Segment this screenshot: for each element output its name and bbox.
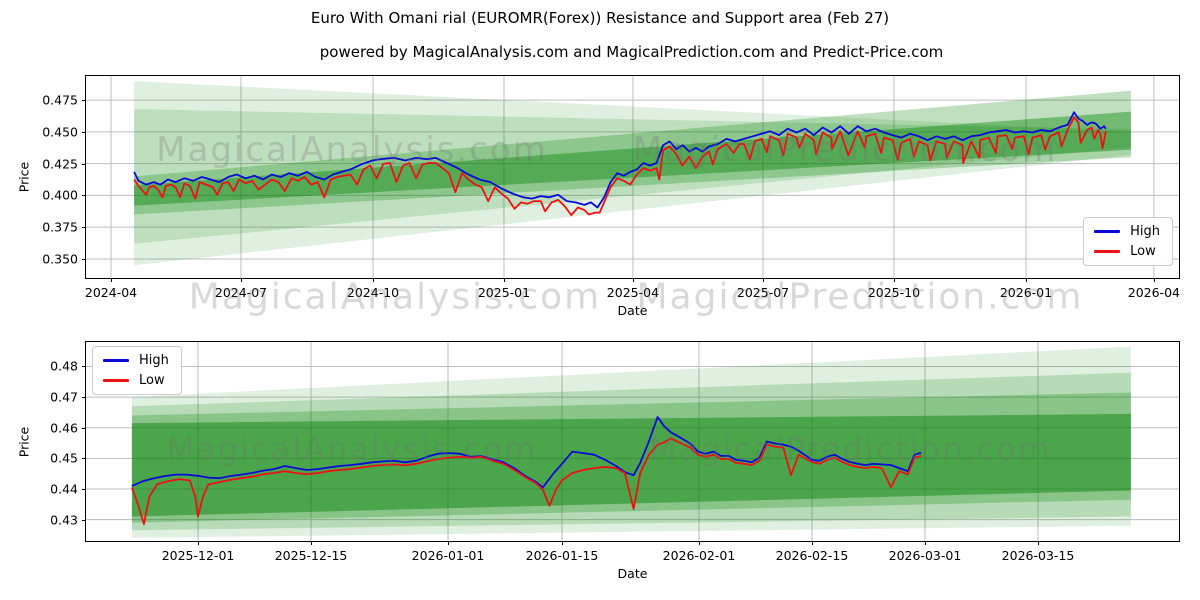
support-resistance-band [134, 111, 1131, 206]
y-tick-label: 0.46 [50, 420, 78, 436]
support-resistance-band [131, 346, 1131, 538]
top-legend: High Low [1083, 217, 1173, 266]
support-resistance-band [131, 372, 1131, 531]
legend-label-high: High [1130, 224, 1160, 239]
y-tick-mark [82, 488, 86, 490]
x-tick-mark [811, 541, 813, 545]
x-tick-mark [1025, 278, 1027, 282]
chart-title: Euro With Omani rial (EUROMR(Forex)) Res… [310, 9, 890, 27]
x-tick-mark [1038, 541, 1039, 545]
bottom-y-axis-label: Price [16, 426, 32, 457]
y-tick-label: 0.47 [50, 389, 78, 405]
support-resistance-band [134, 109, 1131, 244]
price-line-low [131, 437, 922, 526]
high-line-swatch [103, 359, 129, 362]
x-tick-label: 2026-01-15 [525, 548, 599, 563]
x-tick-mark [373, 278, 375, 282]
y-tick-mark [82, 163, 86, 165]
x-tick-label: 2024-04 [84, 285, 138, 300]
x-tick-label: 2025-12-15 [274, 548, 348, 563]
x-tick-mark [562, 541, 563, 545]
legend-label-high: High [139, 353, 169, 368]
x-tick-mark [448, 541, 449, 545]
bottom-legend: High Low [92, 346, 182, 395]
price-line-high [131, 416, 922, 489]
support-resistance-band [131, 392, 1131, 523]
top-chart-plot-area: Price Date High Low 2024-04 2024-07 2024-1… [17, 75, 1180, 318]
y-tick-label: 0.43 [50, 512, 78, 528]
x-tick-mark [111, 278, 113, 282]
x-tick-mark [503, 278, 505, 282]
low-line-swatch [103, 379, 129, 382]
x-tick-mark [1153, 278, 1155, 282]
x-tick-mark [893, 278, 895, 282]
top-y-axis-label: Price [16, 161, 32, 193]
legend-label-low: Low [1130, 244, 1156, 259]
x-tick-label: 2026-03-01 [888, 548, 962, 563]
low-line-swatch [1094, 250, 1121, 253]
x-tick-label: 2025-07 [736, 285, 790, 300]
x-tick-label: 2026-04 [1127, 285, 1180, 300]
y-tick-label: 0.475 [42, 92, 78, 108]
x-tick-mark [763, 278, 764, 282]
x-tick-label: 2026-02-01 [662, 548, 736, 563]
x-tick-label: 2025-10 [867, 285, 921, 300]
legend-entry-high: High [103, 354, 169, 367]
price-line-low [133, 116, 1107, 217]
x-tick-label: 2024-07 [214, 285, 268, 300]
x-tick-mark [698, 541, 700, 545]
x-tick-label: 2025-04 [606, 285, 660, 300]
bottom-chart-canvas [86, 342, 1179, 541]
y-tick-mark [82, 427, 86, 429]
y-tick-label: 0.48 [50, 358, 78, 374]
legend-label-low: Low [139, 373, 165, 388]
top-x-axis-label: Date [617, 303, 648, 318]
x-tick-mark [924, 541, 926, 545]
x-tick-label: 2026-01-01 [411, 548, 485, 563]
y-tick-mark [82, 397, 86, 399]
y-tick-label: 0.375 [42, 219, 78, 235]
x-tick-mark [311, 541, 313, 545]
y-tick-mark [82, 258, 86, 260]
legend-entry-low: Low [1094, 245, 1160, 258]
y-tick-mark [82, 519, 86, 521]
y-tick-label: 0.450 [42, 124, 78, 140]
x-tick-mark [632, 278, 634, 282]
bottom-chart-plot-area: Price Date High Low 2025-12-01 2025-12-15… [17, 341, 1180, 581]
top-chart-canvas [86, 76, 1179, 278]
x-tick-label: 2024-10 [346, 285, 400, 300]
x-tick-label: 2026-03-15 [1001, 548, 1075, 563]
y-tick-mark [82, 100, 86, 102]
support-resistance-band [134, 90, 1131, 215]
y-tick-label: 0.45 [50, 450, 78, 466]
chart-subtitle: powered by MagicalAnalysis.com and Magic… [319, 43, 944, 61]
x-tick-mark [198, 541, 200, 545]
y-tick-label: 0.400 [42, 187, 78, 203]
legend-entry-low: Low [103, 374, 169, 387]
y-tick-label: 0.350 [42, 251, 78, 267]
x-tick-label: 2025-01 [477, 285, 531, 300]
y-tick-mark [82, 227, 86, 229]
support-resistance-band [134, 81, 1131, 266]
support-resistance-band [131, 413, 1131, 517]
legend-entry-high: High [1094, 225, 1160, 238]
y-tick-mark [82, 366, 86, 368]
y-tick-label: 0.44 [50, 481, 78, 497]
y-tick-mark [82, 131, 86, 133]
x-tick-mark [240, 278, 242, 282]
bottom-x-axis-label: Date [617, 566, 648, 581]
y-tick-label: 0.425 [42, 156, 78, 172]
high-line-swatch [1094, 230, 1121, 233]
x-tick-label: 2026-01 [999, 285, 1053, 300]
y-tick-mark [82, 195, 86, 197]
price-line-high [133, 111, 1107, 209]
x-tick-label: 2026-02-15 [775, 548, 849, 563]
y-tick-mark [82, 458, 86, 460]
x-tick-label: 2025-12-01 [161, 548, 235, 563]
